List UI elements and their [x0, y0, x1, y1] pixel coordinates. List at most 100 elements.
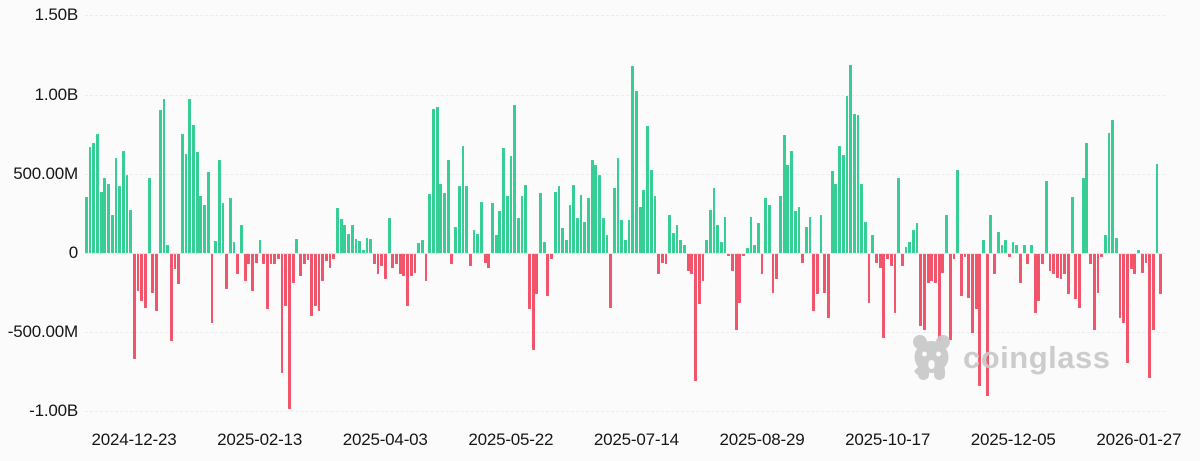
flow-bar[interactable] — [173, 254, 177, 270]
flow-bar[interactable] — [480, 201, 483, 253]
flow-bar[interactable] — [827, 254, 830, 318]
flow-bar[interactable] — [708, 209, 712, 253]
flow-bar[interactable] — [1103, 234, 1107, 253]
flow-bar[interactable] — [598, 174, 601, 253]
flow-bar[interactable] — [1067, 254, 1070, 295]
flow-bar[interactable] — [542, 241, 546, 253]
flow-bar[interactable] — [841, 154, 845, 253]
flow-bar[interactable] — [982, 240, 985, 253]
flow-bar[interactable] — [775, 254, 779, 280]
flow-bar[interactable] — [790, 150, 793, 253]
flow-bar[interactable] — [945, 214, 948, 253]
flow-bar[interactable] — [856, 114, 860, 253]
flow-bar[interactable] — [915, 223, 919, 253]
flow-bar[interactable] — [96, 134, 99, 253]
flow-bar[interactable] — [1151, 254, 1155, 330]
flow-bar[interactable] — [1030, 244, 1033, 253]
flow-bar[interactable] — [247, 254, 251, 265]
flow-bar[interactable] — [1041, 254, 1044, 265]
flow-bar[interactable] — [1022, 244, 1026, 253]
flow-bar[interactable] — [572, 184, 576, 253]
flow-bar[interactable] — [1148, 254, 1152, 378]
flow-bar[interactable] — [520, 196, 524, 253]
flow-bar[interactable] — [1063, 254, 1067, 275]
flow-bar[interactable] — [302, 254, 306, 265]
flow-bar[interactable] — [439, 184, 443, 253]
flow-bar[interactable] — [446, 159, 450, 253]
flow-bar[interactable] — [1155, 164, 1159, 253]
flow-bar[interactable] — [347, 233, 350, 253]
flow-bar[interactable] — [764, 198, 768, 253]
flow-bar[interactable] — [893, 254, 897, 313]
flow-bar[interactable] — [1100, 254, 1104, 258]
flow-bar[interactable] — [579, 194, 583, 253]
flow-bar[interactable] — [576, 218, 579, 253]
flow-bar[interactable] — [461, 145, 465, 253]
flow-bar[interactable] — [609, 254, 613, 308]
flow-bar[interactable] — [779, 196, 782, 253]
flow-bar[interactable] — [956, 169, 960, 253]
flow-bar[interactable] — [989, 214, 993, 253]
flow-bar[interactable] — [280, 254, 284, 373]
flow-bar[interactable] — [849, 65, 852, 253]
flow-bar[interactable] — [1115, 237, 1118, 253]
flow-bar[interactable] — [184, 153, 188, 253]
flow-bar[interactable] — [1118, 254, 1122, 318]
flow-bar[interactable] — [1007, 254, 1011, 258]
flow-bar[interactable] — [258, 240, 262, 253]
flow-bar[interactable] — [1126, 254, 1129, 363]
flow-bar[interactable] — [295, 239, 299, 253]
flow-bar[interactable] — [107, 184, 110, 253]
flow-bar[interactable] — [228, 197, 232, 253]
flow-bar[interactable] — [620, 219, 624, 253]
flow-bar[interactable] — [1159, 254, 1163, 295]
flow-bar[interactable] — [1070, 197, 1074, 253]
flow-bar[interactable] — [823, 254, 827, 293]
flow-bar[interactable] — [299, 254, 302, 277]
flow-bar[interactable] — [1144, 254, 1148, 263]
flow-bar[interactable] — [288, 254, 291, 410]
flow-bar[interactable] — [719, 241, 723, 253]
flow-bar[interactable] — [505, 196, 509, 253]
flow-bar[interactable] — [524, 184, 528, 253]
flow-bar[interactable] — [664, 254, 668, 265]
flow-bar[interactable] — [118, 186, 122, 253]
flow-bar[interactable] — [705, 240, 709, 253]
flow-bar[interactable] — [450, 254, 454, 265]
flow-bar[interactable] — [210, 254, 214, 323]
flow-bar[interactable] — [871, 234, 875, 253]
flow-bar[interactable] — [498, 211, 502, 253]
flow-bar[interactable] — [1052, 254, 1056, 275]
flow-bar[interactable] — [1044, 180, 1048, 253]
flow-bar[interactable] — [731, 254, 734, 272]
flow-bar[interactable] — [539, 193, 542, 253]
flow-bar[interactable] — [1129, 254, 1133, 270]
flow-bar[interactable] — [627, 219, 631, 253]
flow-bar[interactable] — [838, 146, 841, 253]
flow-bar[interactable] — [782, 134, 786, 253]
flow-bar[interactable] — [502, 148, 505, 253]
flow-bar[interactable] — [804, 226, 808, 253]
flow-bar[interactable] — [564, 240, 568, 253]
flow-bar[interactable] — [742, 254, 745, 257]
flow-bar[interactable] — [214, 241, 217, 253]
flow-bar[interactable] — [1081, 178, 1085, 253]
flow-bar[interactable] — [653, 196, 657, 253]
flow-bar[interactable] — [852, 113, 856, 253]
flow-bar[interactable] — [195, 151, 199, 253]
flow-bar[interactable] — [605, 234, 609, 253]
flow-bar[interactable] — [624, 240, 627, 253]
flow-bar[interactable] — [132, 254, 136, 360]
flow-bar[interactable] — [262, 254, 265, 265]
flow-bar[interactable] — [420, 240, 424, 253]
flow-bar[interactable] — [1059, 254, 1063, 280]
flow-bar[interactable] — [756, 223, 760, 253]
flow-bar[interactable] — [1048, 254, 1052, 272]
flow-bar[interactable] — [151, 254, 155, 293]
flow-bar[interactable] — [1004, 240, 1008, 253]
flow-bar[interactable] — [671, 233, 675, 253]
flow-bar[interactable] — [801, 254, 804, 263]
flow-bar[interactable] — [332, 254, 336, 259]
flow-bar[interactable] — [424, 254, 428, 282]
flow-bar[interactable] — [948, 254, 952, 340]
